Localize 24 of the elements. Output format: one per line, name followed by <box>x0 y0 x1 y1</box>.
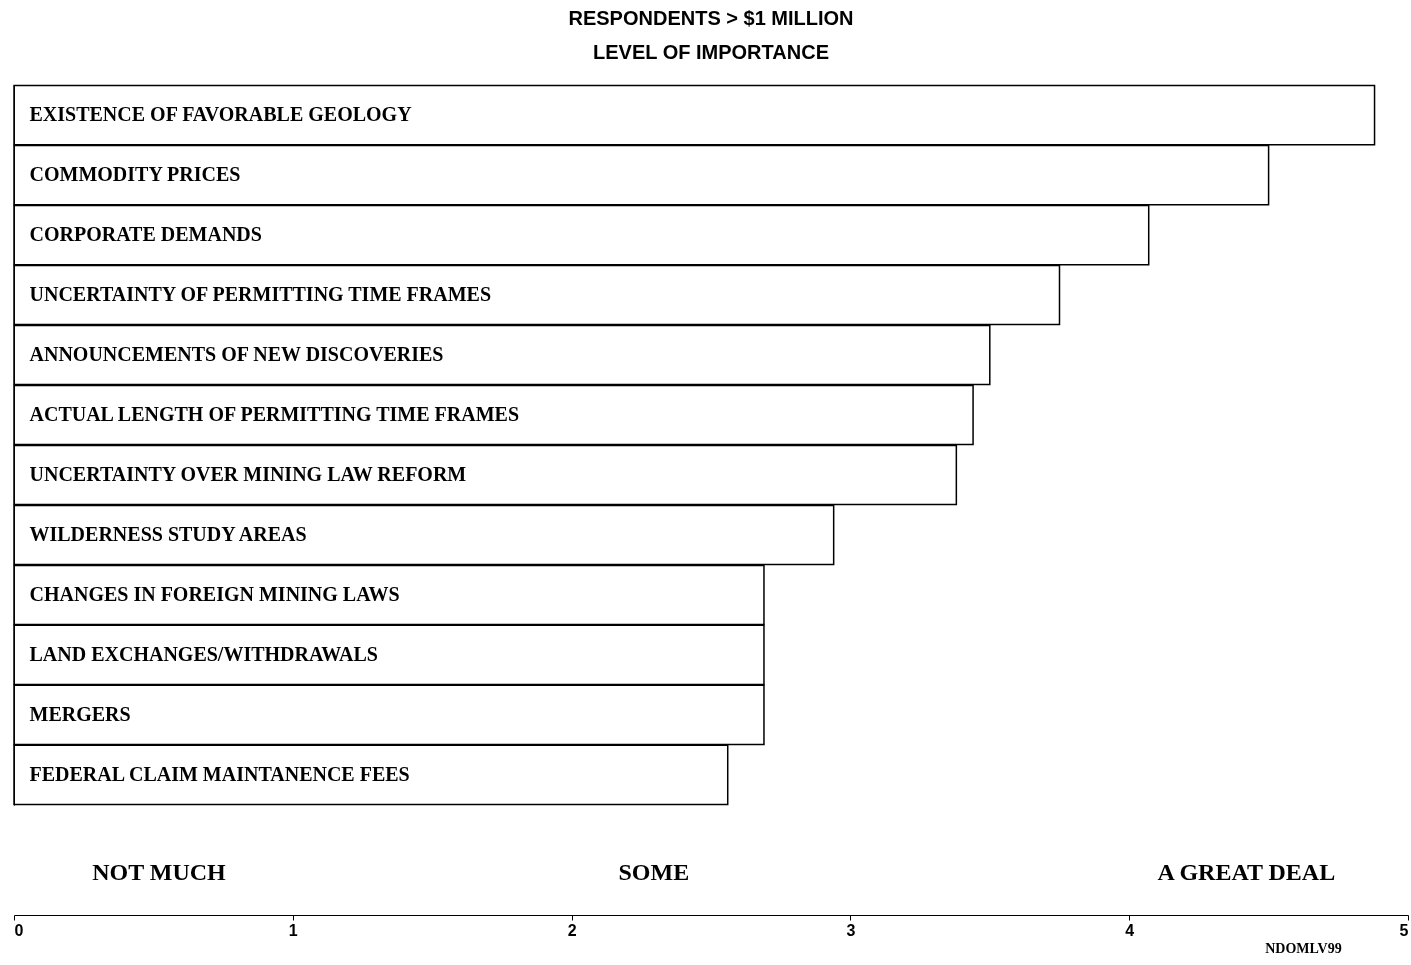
y-tick-label: WILDERNESS STUDY AREAS <box>29 522 307 545</box>
y-tick-label: UNCERTAINTY OF PERMITTING TIME FRAMES <box>29 283 492 306</box>
y-tick-label: COMMODITY PRICES <box>29 163 241 186</box>
x-tick-label: 5 <box>1399 921 1409 939</box>
text: NDOMLV99 <box>1265 941 1342 956</box>
x-tick-label: 0 <box>14 921 24 939</box>
y-tick-label: ACTUAL LENGTH OF PERMITTING TIME FRAMES <box>29 403 520 426</box>
x-tick-label: 3 <box>846 921 856 939</box>
text: NOT MUCH <box>92 859 227 885</box>
text: A GREAT DEAL <box>1157 859 1336 885</box>
x-tick-label: 1 <box>288 921 298 939</box>
chart-subtitle: LEVEL OF IMPORTANCE <box>593 40 829 63</box>
y-tick-label: EXISTENCE OF FAVORABLE GEOLOGY <box>29 103 413 126</box>
y-tick-label: FEDERAL CLAIM MAINTANENCE FEES <box>29 762 410 785</box>
x-tick-label: 2 <box>567 921 577 939</box>
y-tick-label: UNCERTAINTY OVER MINING LAW REFORM <box>29 462 467 485</box>
text: SOME <box>618 859 690 885</box>
x-tick-label: 4 <box>1125 921 1135 939</box>
y-tick-label: CHANGES IN FOREIGN MINING LAWS <box>29 582 400 605</box>
y-tick-label: MERGERS <box>29 702 131 725</box>
y-tick-label: LAND EXCHANGES/WITHDRAWALS <box>29 642 378 665</box>
chart-title: RESPONDENTS > $1 MILLION <box>568 6 854 29</box>
y-tick-label: CORPORATE DEMANDS <box>29 223 262 246</box>
y-tick-label: ANNOUNCEMENTS OF NEW DISCOVERIES <box>29 343 444 366</box>
